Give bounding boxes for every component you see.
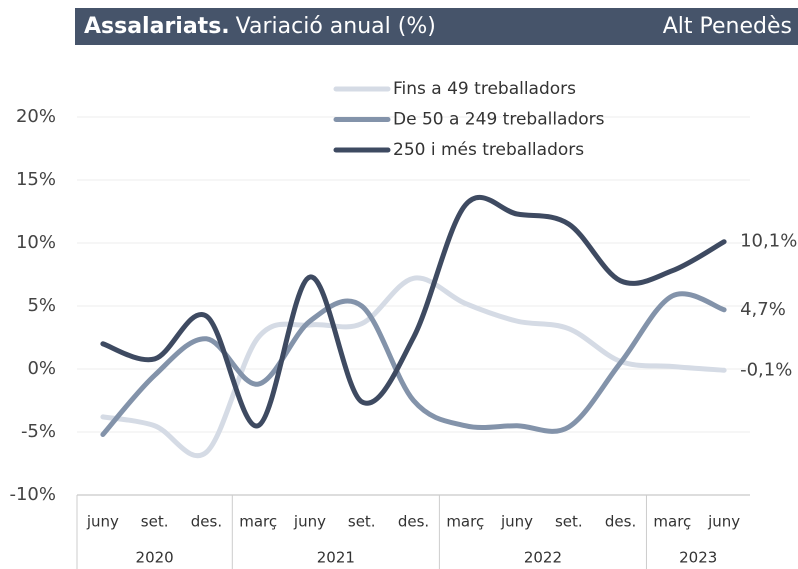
legend-label: Fins a 49 treballadors <box>393 79 576 99</box>
title: Assalariats. <box>84 14 230 39</box>
x-tick-label: des. <box>398 513 429 531</box>
y-tick-label: 20% <box>16 106 56 127</box>
x-tick-label: juny <box>500 513 533 531</box>
x-tick-label: set. <box>141 513 169 531</box>
chart-title: Assalariats. Variació anual (%) <box>84 14 436 39</box>
data-label: 10,1% <box>740 231 797 252</box>
data-label: -0,1% <box>740 359 792 380</box>
x-tick-label: des. <box>191 513 222 531</box>
series-line <box>100 275 727 458</box>
year-label: 2022 <box>524 549 562 567</box>
x-tick-label: des. <box>605 513 636 531</box>
x-tick-label: març <box>653 513 691 531</box>
series-line <box>100 195 727 429</box>
legend-label: De 50 a 249 treballadors <box>393 110 605 130</box>
year-label: 2023 <box>679 549 717 567</box>
data-label: 4,7% <box>740 299 786 320</box>
year-label: 2021 <box>317 549 355 567</box>
x-tick-label: set. <box>348 513 376 531</box>
y-tick-label: 10% <box>16 232 56 253</box>
year-label: 2020 <box>136 549 174 567</box>
legend-label: 250 i més treballadors <box>393 140 584 160</box>
subtitle: Variació anual (%) <box>236 14 436 39</box>
y-tick-label: -10% <box>9 484 56 505</box>
series-line <box>100 291 727 438</box>
x-tick-label: juny <box>86 513 119 531</box>
x-tick-label: juny <box>293 513 326 531</box>
x-tick-label: març <box>239 513 277 531</box>
y-tick-label: 0% <box>27 358 56 379</box>
x-tick-label: juny <box>707 513 740 531</box>
x-tick-label: març <box>446 513 484 531</box>
y-tick-label: -5% <box>21 421 56 442</box>
title-bar <box>75 8 798 45</box>
y-tick-label: 5% <box>27 295 56 316</box>
x-tick-label: set. <box>555 513 583 531</box>
region: Alt Penedès <box>663 14 792 39</box>
y-tick-label: 15% <box>16 169 56 190</box>
